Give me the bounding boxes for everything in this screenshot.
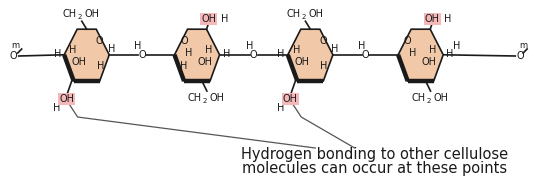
Text: H: H: [69, 45, 76, 55]
Text: 2: 2: [203, 98, 208, 104]
Text: OH: OH: [295, 57, 310, 67]
Text: CH: CH: [63, 9, 77, 19]
Text: H: H: [429, 45, 436, 55]
Text: O: O: [320, 36, 327, 46]
Text: CH: CH: [411, 93, 425, 103]
Polygon shape: [398, 29, 443, 81]
Text: H: H: [107, 44, 115, 54]
Text: H: H: [246, 41, 254, 51]
Text: O: O: [250, 50, 257, 60]
Text: H: H: [53, 103, 61, 113]
Text: Hydrogen bonding to other cellulose: Hydrogen bonding to other cellulose: [241, 147, 508, 162]
Text: CH: CH: [188, 93, 202, 103]
Text: H: H: [320, 61, 328, 71]
Text: H: H: [221, 14, 228, 24]
Text: H: H: [205, 45, 212, 55]
Text: O: O: [138, 50, 146, 60]
Text: H: H: [223, 49, 230, 59]
Polygon shape: [64, 29, 109, 81]
Text: O: O: [362, 50, 369, 60]
Text: OH: OH: [197, 57, 212, 67]
Text: OH: OH: [421, 57, 436, 67]
Text: O: O: [96, 36, 104, 46]
Text: OH: OH: [85, 9, 100, 19]
Text: O: O: [180, 36, 188, 46]
Text: H: H: [293, 45, 300, 55]
Text: OH: OH: [72, 57, 86, 67]
Text: OH: OH: [210, 93, 225, 103]
Text: O: O: [10, 51, 17, 61]
Text: OH: OH: [201, 14, 216, 24]
Text: H: H: [97, 61, 104, 71]
Text: H: H: [179, 61, 187, 71]
Text: OH: OH: [434, 93, 448, 103]
Text: molecules can occur at these points: molecules can occur at these points: [242, 160, 507, 176]
Text: 2: 2: [427, 98, 431, 104]
Polygon shape: [175, 29, 220, 81]
Text: H: H: [453, 41, 461, 51]
Text: 2: 2: [78, 14, 82, 20]
Text: H: H: [134, 41, 141, 51]
Text: O: O: [517, 51, 524, 61]
Text: H: H: [358, 41, 365, 51]
Text: 2: 2: [301, 14, 306, 20]
Text: CH: CH: [286, 9, 300, 19]
Text: H: H: [185, 48, 193, 58]
Text: m: m: [12, 42, 20, 51]
Text: OH: OH: [308, 9, 324, 19]
Text: H: H: [54, 49, 61, 59]
Text: H: H: [277, 103, 284, 113]
Text: OH: OH: [283, 94, 298, 104]
Polygon shape: [288, 29, 333, 81]
Text: H: H: [277, 49, 285, 59]
Text: O: O: [404, 36, 411, 46]
Text: OH: OH: [59, 94, 74, 104]
Text: H: H: [409, 48, 416, 58]
Text: m: m: [519, 41, 527, 50]
Text: H: H: [447, 49, 454, 59]
Text: H: H: [331, 44, 339, 54]
Text: H: H: [444, 14, 451, 24]
Text: OH: OH: [425, 14, 440, 24]
